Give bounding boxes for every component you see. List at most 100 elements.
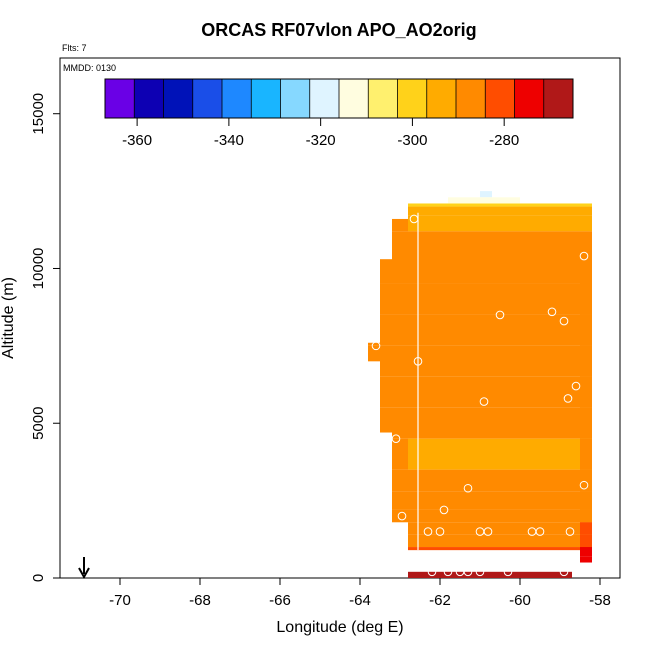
heatmap-cell [380, 407, 392, 433]
x-tick-label: -58 [589, 592, 611, 609]
heatmap-cell [392, 376, 408, 408]
heatmap-cell [580, 509, 592, 523]
colorbar-segment [251, 79, 281, 118]
colorbar-segment [397, 79, 428, 118]
data-point [443, 567, 453, 577]
heatmap-cell [380, 376, 392, 408]
heatmap-cell [408, 469, 592, 492]
heatmap-cell [392, 283, 408, 315]
colorbar-segment [163, 79, 194, 118]
heatmap-cell [408, 522, 592, 535]
data-point [565, 527, 575, 536]
heatmap-cell [380, 345, 392, 377]
heatmap-cell [408, 376, 592, 408]
heatmap-cell [580, 376, 592, 408]
heatmap-cell [580, 547, 592, 557]
colorbar-tick-label: -300 [397, 132, 427, 149]
heatmap-cell [580, 491, 592, 510]
data-point [391, 434, 401, 444]
colorbar-frame [104, 78, 574, 119]
data-point [409, 214, 419, 224]
data-point [463, 567, 473, 577]
heatmap-cell [408, 215, 592, 232]
y-tick-label: 0 [30, 574, 47, 582]
x-tick-label: -62 [429, 592, 451, 609]
heatmap-cell [408, 491, 592, 510]
colorbar-segment [456, 79, 486, 118]
x-tick-label: -66 [269, 592, 291, 609]
flts-annotation: Flts: 7 [62, 43, 87, 53]
heatmap-cell [408, 547, 592, 551]
y-tick-label: 10000 [30, 248, 47, 290]
heatmap-cell [408, 206, 592, 216]
data-point [397, 511, 407, 521]
heatmap-cell [580, 438, 592, 470]
x-axis: -70 -68 -66 -64 -62 -60 -58 [109, 578, 611, 609]
heatmap-cell [408, 534, 592, 548]
data-point [579, 251, 589, 261]
heatmap-cell [392, 345, 408, 377]
heatmap-cell [380, 283, 392, 315]
heatmap-cell [408, 203, 592, 207]
heatmap-cell [408, 438, 592, 470]
colorbar-segment [280, 79, 311, 118]
x-tick-label: -60 [509, 592, 531, 609]
colorbar-segment [426, 79, 457, 118]
data-point [435, 527, 445, 536]
heatmap-cell [580, 534, 592, 548]
heatmap-cell [580, 345, 592, 377]
data-points [371, 212, 589, 577]
y-axis: 0 5000 10000 15000 [30, 93, 60, 582]
x-axis-label: Longitude (deg E) [276, 619, 403, 636]
heatmap-cell [580, 314, 592, 346]
y-tick-label: 15000 [30, 93, 47, 135]
heatmap-cell [408, 407, 592, 439]
heatmap-cell [368, 345, 380, 362]
heatmap-cell [392, 438, 408, 470]
data-point [503, 567, 513, 577]
data-point [475, 567, 485, 577]
data-point [439, 505, 449, 515]
colorbar-segment [134, 79, 164, 118]
heatmap-cell [392, 491, 408, 510]
data-point [559, 316, 569, 326]
colorbar-segment [368, 79, 398, 118]
y-tick-label: 5000 [30, 407, 47, 440]
heatmap-cell [408, 231, 592, 253]
heatmap-cell [392, 231, 408, 253]
colorbar-tick-label: -320 [306, 132, 336, 149]
heatmap-cell [580, 556, 592, 563]
data-point [413, 357, 423, 366]
x-tick-label: -70 [109, 592, 131, 609]
colorbar-segment [514, 79, 545, 118]
colorbar-segment [192, 79, 223, 118]
heatmap-cell [408, 283, 592, 315]
heatmap-cell [580, 522, 592, 535]
data-point [535, 527, 545, 536]
data-point [483, 527, 493, 536]
colorbar-tick-label: -340 [214, 132, 244, 149]
heatmap-cell [580, 407, 592, 439]
data-point [463, 483, 473, 493]
colorbar-segment [222, 79, 252, 118]
heatmap-cell [408, 314, 592, 346]
data-point [571, 381, 581, 391]
data-point [427, 567, 437, 577]
heatmap-cell [580, 469, 592, 492]
data-point [495, 310, 505, 320]
colorbar-segment [485, 79, 515, 118]
heatmap-cell [392, 407, 408, 439]
down-arrow-icon [78, 557, 90, 580]
colorbar-tick-label: -360 [122, 132, 152, 149]
x-tick-label: -64 [349, 592, 371, 609]
heatmap-cell [380, 314, 392, 346]
heatmap-cell [392, 314, 408, 346]
data-point [547, 307, 557, 317]
chart-title: ORCAS RF07vlon APO_AO2orig [201, 20, 476, 40]
heatmap-cell [380, 259, 392, 284]
heatmap-cell [368, 342, 380, 346]
x-tick-label: -68 [189, 592, 211, 609]
data-point [423, 527, 433, 536]
heatmap-cell [580, 253, 592, 284]
